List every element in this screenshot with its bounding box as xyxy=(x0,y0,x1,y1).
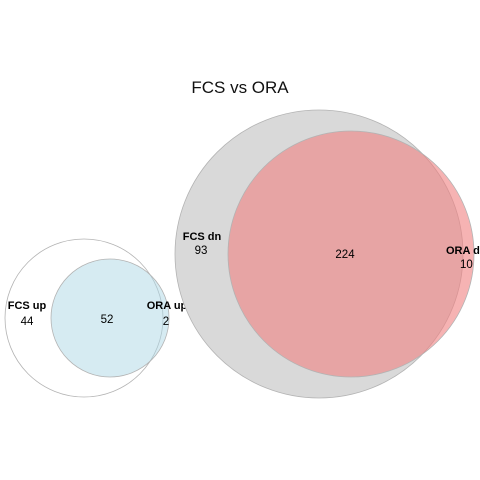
up-overlap-count: 52 xyxy=(101,314,114,326)
ora-dn-only-count: 10 xyxy=(460,259,473,271)
ora-up-circle xyxy=(50,258,170,378)
venn-up-diagram: FCS up 44 52 ORA up 2 xyxy=(4,238,188,398)
fcs-dn-only-count: 93 xyxy=(195,245,208,257)
dn-overlap-count: 224 xyxy=(335,249,355,261)
ora-up-label: ORA up xyxy=(147,300,188,312)
ora-up-only-count: 2 xyxy=(163,316,169,328)
ora-dn-label: ORA dn xyxy=(446,245,480,257)
fcs-dn-label: FCS dn xyxy=(183,231,222,243)
fcs-up-only-count: 44 xyxy=(21,316,34,328)
chart-title: FCS vs ORA xyxy=(191,78,289,97)
venn-dn-diagram: FCS dn 93 224 ORA dn 10 xyxy=(174,109,480,399)
fcs-up-label: FCS up xyxy=(8,300,47,312)
ora-dn-circle xyxy=(227,130,475,378)
